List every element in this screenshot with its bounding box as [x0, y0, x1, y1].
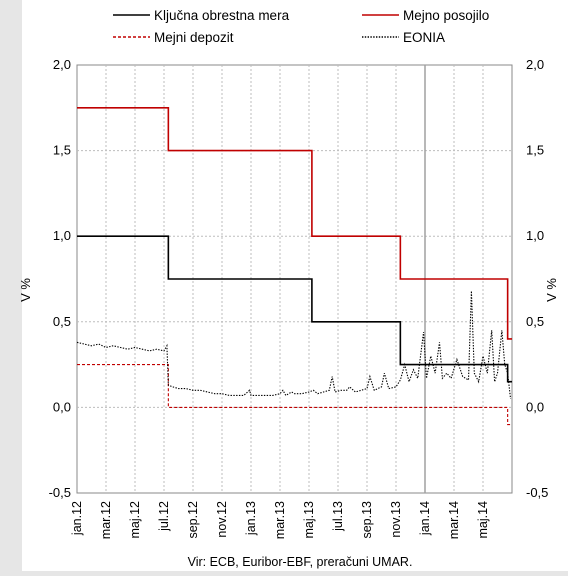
series-line-eonia	[76, 290, 512, 399]
y-tick-label-right: 0,0	[526, 399, 544, 414]
source-note: Vir: ECB, Euribor-EBF, preračuni UMAR.	[188, 555, 413, 569]
y-axis-label-left: V %	[18, 278, 33, 302]
legend: Ključna obrestna mera Mejno posojilo Mejni…	[113, 8, 489, 45]
series-line-mejni-depozit	[77, 364, 512, 426]
y-tick-label-left: 0,0	[53, 399, 71, 414]
y-tick-label-left: 2,0	[53, 57, 71, 72]
y-tick-label-right: 0,5	[526, 314, 544, 329]
y-tick-label-left: 1,0	[53, 228, 71, 243]
y-tick-label-right: -0,5	[526, 485, 548, 500]
series-line-mejno-posojilo	[77, 107, 512, 340]
x-tick-label: mar.14	[447, 501, 461, 539]
x-tick-label: jan.12	[70, 501, 84, 536]
x-tick-label: sep.12	[186, 501, 200, 539]
y-tick-label-right: 1,5	[526, 143, 544, 158]
series-group	[76, 107, 512, 426]
x-tick-label: nov.13	[389, 501, 403, 538]
x-tick-label: nov.12	[215, 501, 229, 538]
x-tick-label: maj.12	[128, 501, 142, 539]
x-tick-label: maj.13	[302, 501, 316, 539]
x-tick-label: jul.13	[331, 501, 345, 532]
x-tick-label: jan.14	[418, 501, 432, 536]
y-tick-label-left: -0,5	[49, 485, 71, 500]
x-tick-label: mar.12	[99, 501, 113, 539]
x-tick-label: jul.12	[157, 501, 171, 532]
y-axis-label-right: V %	[544, 278, 559, 302]
y-tick-label-left: 0,5	[53, 314, 71, 329]
series-line-klju-na-obrestna-mera	[77, 235, 512, 383]
axes: -0,5 -0,5 0,0 0,0 0,5 0,5 1,0 1,0 1,5 1,5 2,0 2,0 ja…	[49, 57, 549, 539]
y-tick-label-right: 1,0	[526, 228, 544, 243]
y-tick-label-right: 2,0	[526, 57, 544, 72]
legend-label: EONIA	[403, 30, 445, 45]
legend-label: Mejno posojilo	[403, 8, 489, 23]
x-tick-label: sep.13	[360, 501, 374, 539]
x-tick-label: mar.13	[273, 501, 287, 539]
x-tick-label: jan.13	[244, 501, 258, 536]
legend-label: Ključna obrestna mera	[154, 8, 290, 23]
legend-label: Mejni depozit	[154, 30, 234, 45]
x-tick-label: maj.14	[476, 501, 490, 539]
y-tick-label-left: 1,5	[53, 143, 71, 158]
